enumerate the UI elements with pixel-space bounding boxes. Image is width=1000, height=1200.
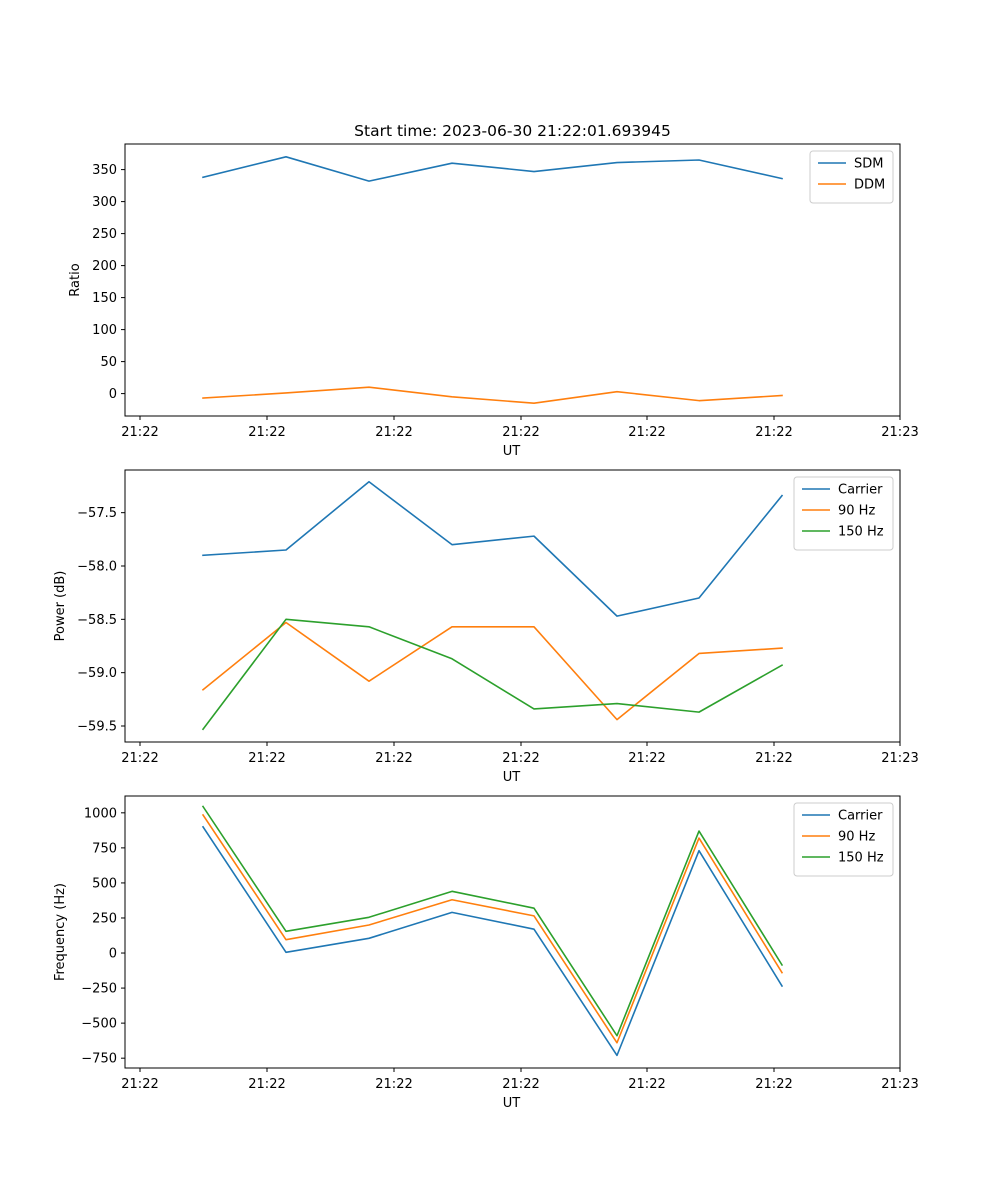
- y-tick-label: −750: [81, 1052, 117, 1067]
- legend: Carrier 90 Hz 150 Hz: [793, 476, 894, 551]
- y-tick-label: 200: [92, 259, 117, 274]
- y-tick-label: −59.5: [77, 720, 117, 735]
- y-tick-label: −57.5: [77, 506, 117, 521]
- y-tick-label: −59.0: [77, 666, 117, 681]
- chart-panel-1: Start time: 2023-06-30 21:22:01.693945 0 5…: [68, 122, 919, 459]
- axes-frame: [124, 469, 901, 743]
- x-tick-label: 21:22: [502, 425, 539, 440]
- x-tick-label: 21:22: [755, 1077, 792, 1092]
- legend-label: Carrier: [838, 809, 883, 824]
- x-tick-label: 21:22: [375, 751, 412, 766]
- series-line-ddm: [202, 386, 783, 405]
- y-axis-title: Ratio: [68, 263, 83, 296]
- y-tick-label: 500: [92, 876, 117, 891]
- series-line-sdm: [202, 156, 783, 182]
- legend-label: 90 Hz: [838, 504, 875, 519]
- x-tick-label: 21:22: [248, 751, 285, 766]
- y-tick-label: 250: [92, 911, 117, 926]
- y-tick-label: 0: [109, 387, 117, 402]
- legend-label: 150 Hz: [838, 525, 884, 540]
- legend-label: DDM: [854, 178, 885, 193]
- series-line-90-hz: [201, 813, 784, 1044]
- axes-frame: [124, 143, 901, 417]
- x-tick-label: 21:22: [628, 1077, 665, 1092]
- x-tick-label: 21:22: [121, 425, 158, 440]
- y-tick-label: −500: [81, 1017, 117, 1032]
- legend-label: Carrier: [838, 483, 883, 498]
- y-tick-label: 350: [92, 163, 117, 178]
- legend-box: [809, 150, 894, 204]
- chart-panel-2: −59.5 −59.0 −58.5 −58.0 −57.5 21:22 21:22 21:22…: [53, 469, 919, 785]
- series-line-carrier: [202, 480, 784, 617]
- y-tick-label: −58.0: [77, 560, 117, 575]
- x-tick-label: 21:22: [628, 425, 665, 440]
- legend: Carrier 90 Hz 150 Hz: [793, 802, 894, 877]
- x-tick-label: 21:23: [881, 751, 918, 766]
- x-tick-label: 21:22: [502, 1077, 539, 1092]
- legend-label: 150 Hz: [838, 851, 884, 866]
- x-tick-label: 21:22: [755, 425, 792, 440]
- series-line-carrier: [201, 825, 784, 1057]
- x-tick-label: 21:22: [755, 751, 792, 766]
- y-tick-label: 100: [92, 323, 117, 338]
- x-tick-label: 21:22: [248, 1077, 285, 1092]
- y-axis-title: Power (dB): [53, 571, 68, 642]
- y-tick-label: −250: [81, 982, 117, 997]
- x-tick-label: 21:23: [881, 425, 918, 440]
- y-tick-label: 0: [109, 947, 117, 962]
- chart-panel-3: −750 −500 −250 0 250 500 750 1000 21:22 21:22 21:2…: [53, 795, 919, 1111]
- legend-label: SDM: [854, 157, 883, 172]
- y-axis-title: Frequency (Hz): [53, 883, 68, 981]
- series-line-90-hz: [201, 621, 783, 721]
- x-axis-title: UT: [503, 1096, 521, 1111]
- x-axis-title: UT: [503, 770, 521, 785]
- y-tick-label: 50: [100, 355, 117, 370]
- y-tick-label: −58.5: [77, 613, 117, 628]
- chart-title: Start time: 2023-06-30 21:22:01.693945: [354, 122, 671, 140]
- x-axis-title: UT: [503, 444, 521, 459]
- x-tick-label: 21:22: [121, 751, 158, 766]
- series-line-150-hz: [201, 805, 784, 1037]
- y-tick-label: 150: [92, 291, 117, 306]
- y-tick-label: 1000: [84, 806, 117, 821]
- x-tick-label: 21:22: [502, 751, 539, 766]
- x-tick-label: 21:23: [881, 1077, 918, 1092]
- series-line-150-hz: [201, 618, 784, 731]
- y-tick-label: 300: [92, 195, 117, 210]
- y-tick-label: 750: [92, 841, 117, 856]
- x-tick-label: 21:22: [248, 425, 285, 440]
- axes-frame: [124, 795, 901, 1069]
- y-tick-label: 250: [92, 227, 117, 242]
- x-tick-label: 21:22: [628, 751, 665, 766]
- x-tick-label: 21:22: [375, 425, 412, 440]
- legend-label: 90 Hz: [838, 830, 875, 845]
- legend: SDM DDM: [809, 150, 894, 204]
- x-tick-label: 21:22: [121, 1077, 158, 1092]
- x-tick-label: 21:22: [375, 1077, 412, 1092]
